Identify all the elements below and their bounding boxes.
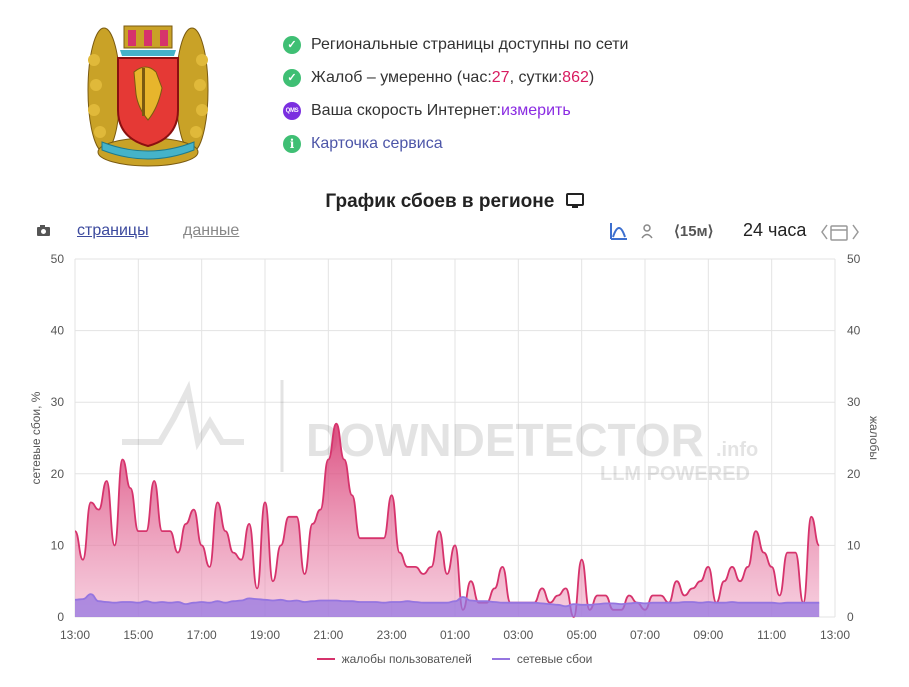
outages-series-line — [74, 593, 820, 608]
legend-complaints-label: жалобы пользователей — [341, 652, 472, 666]
y-tick-left: 40 — [51, 324, 65, 338]
interval-selector[interactable]: ⟨15м⟩ — [674, 223, 714, 240]
y-tick-right: 30 — [847, 395, 861, 409]
chart-toolbar: страницы данные ⟨15м⟩ 24 часа — [0, 218, 909, 246]
x-tick-label: 01:00 — [440, 628, 470, 642]
info-icon: i — [283, 134, 301, 153]
y-tick-left: 30 — [51, 395, 65, 409]
x-tick-label: 09:00 — [693, 628, 723, 642]
calendar-icon[interactable] — [819, 222, 861, 242]
chart-title-text: График сбоев в регионе — [325, 191, 555, 212]
status-pages-text: Региональные страницы доступны по сети — [311, 35, 629, 53]
x-tick-label: 11:00 — [757, 628, 786, 642]
legend-outages-label: сетевые сбои — [516, 652, 593, 666]
complaints-day: 862 — [562, 68, 589, 86]
outage-chart: DOWNDETECTOR .info LLM POWERED 0 0 10 10 20 2… — [29, 252, 881, 642]
camera-icon[interactable] — [36, 224, 51, 237]
x-tick-label: 03:00 — [503, 628, 533, 642]
complaints-series-area — [75, 423, 820, 617]
area-chart-icon[interactable] — [609, 221, 629, 241]
watermark-text: DOWNDETECTOR — [306, 414, 704, 466]
monitor-icon[interactable] — [565, 193, 584, 209]
legend-complaints[interactable]: жалобы пользователей — [316, 652, 472, 666]
chart-legend: жалобы пользователей сетевые сбои — [0, 652, 909, 666]
y-tick-right: 50 — [847, 252, 861, 266]
status-row-speed: QMS Ваша скорость Интернет: измерить — [283, 94, 628, 127]
check-icon: ✓ — [283, 35, 301, 54]
status-row-card: i Карточка сервиса — [283, 127, 628, 160]
y-tick-left: 10 — [51, 538, 65, 552]
y-tick-left: 20 — [51, 467, 65, 481]
y-tick-left: 0 — [57, 610, 64, 624]
status-row-pages: ✓ Региональные страницы доступны по сети — [283, 28, 628, 61]
watermark-sub: LLM POWERED — [600, 463, 750, 485]
watermark-suffix: .info — [716, 439, 758, 461]
qms-icon: QMS — [283, 101, 301, 120]
y-tick-left: 50 — [51, 252, 65, 266]
period-label[interactable]: 24 часа — [743, 220, 807, 240]
legend-swatch-outages — [491, 658, 510, 660]
tab-pages[interactable]: страницы — [77, 222, 149, 239]
region-crest-logo — [87, 25, 209, 167]
y-axis-label-left: сетевые сбои, % — [29, 391, 43, 484]
service-card-link[interactable]: Карточка сервиса — [311, 134, 443, 152]
legend-swatch-complaints — [316, 658, 335, 660]
x-tick-label: 19:00 — [250, 628, 280, 642]
speed-label: Ваша скорость Интернет: — [311, 101, 501, 119]
y-tick-right: 0 — [847, 610, 854, 624]
x-tick-label: 13:00 — [820, 628, 850, 642]
x-tick-label: 15:00 — [123, 628, 153, 642]
speed-test-link[interactable]: измерить — [501, 101, 571, 119]
y-tick-right: 40 — [847, 324, 861, 338]
x-tick-label: 13:00 — [60, 628, 90, 642]
x-tick-label: 07:00 — [630, 628, 660, 642]
complaints-series-line — [74, 422, 821, 618]
complaints-hour: 27 — [491, 68, 510, 86]
y-axis-label-right: жалобы — [867, 416, 881, 460]
y-tick-right: 10 — [847, 538, 861, 552]
complaints-suffix: ) — [588, 68, 595, 86]
x-tick-label: 17:00 — [187, 628, 217, 642]
complaints-mid: , сутки: — [509, 68, 563, 86]
user-icon[interactable] — [640, 223, 654, 239]
watermark: DOWNDETECTOR .info LLM POWERED — [122, 380, 758, 485]
x-tick-label: 23:00 — [377, 628, 407, 642]
x-tick-label: 05:00 — [567, 628, 597, 642]
status-row-complaints: ✓ Жалоб – умеренно (час: 27, сутки: 862) — [283, 61, 628, 94]
check-icon: ✓ — [283, 68, 301, 87]
x-tick-label: 21:00 — [313, 628, 343, 642]
status-panel: ✓ Региональные страницы доступны по сети… — [283, 28, 628, 160]
y-tick-right: 20 — [847, 467, 861, 481]
chart-title: График сбоев в регионе — [0, 191, 909, 213]
legend-outages[interactable]: сетевые сбои — [491, 652, 593, 666]
complaints-prefix: Жалоб – умеренно (час: — [311, 68, 492, 86]
tab-data[interactable]: данные — [183, 222, 240, 239]
